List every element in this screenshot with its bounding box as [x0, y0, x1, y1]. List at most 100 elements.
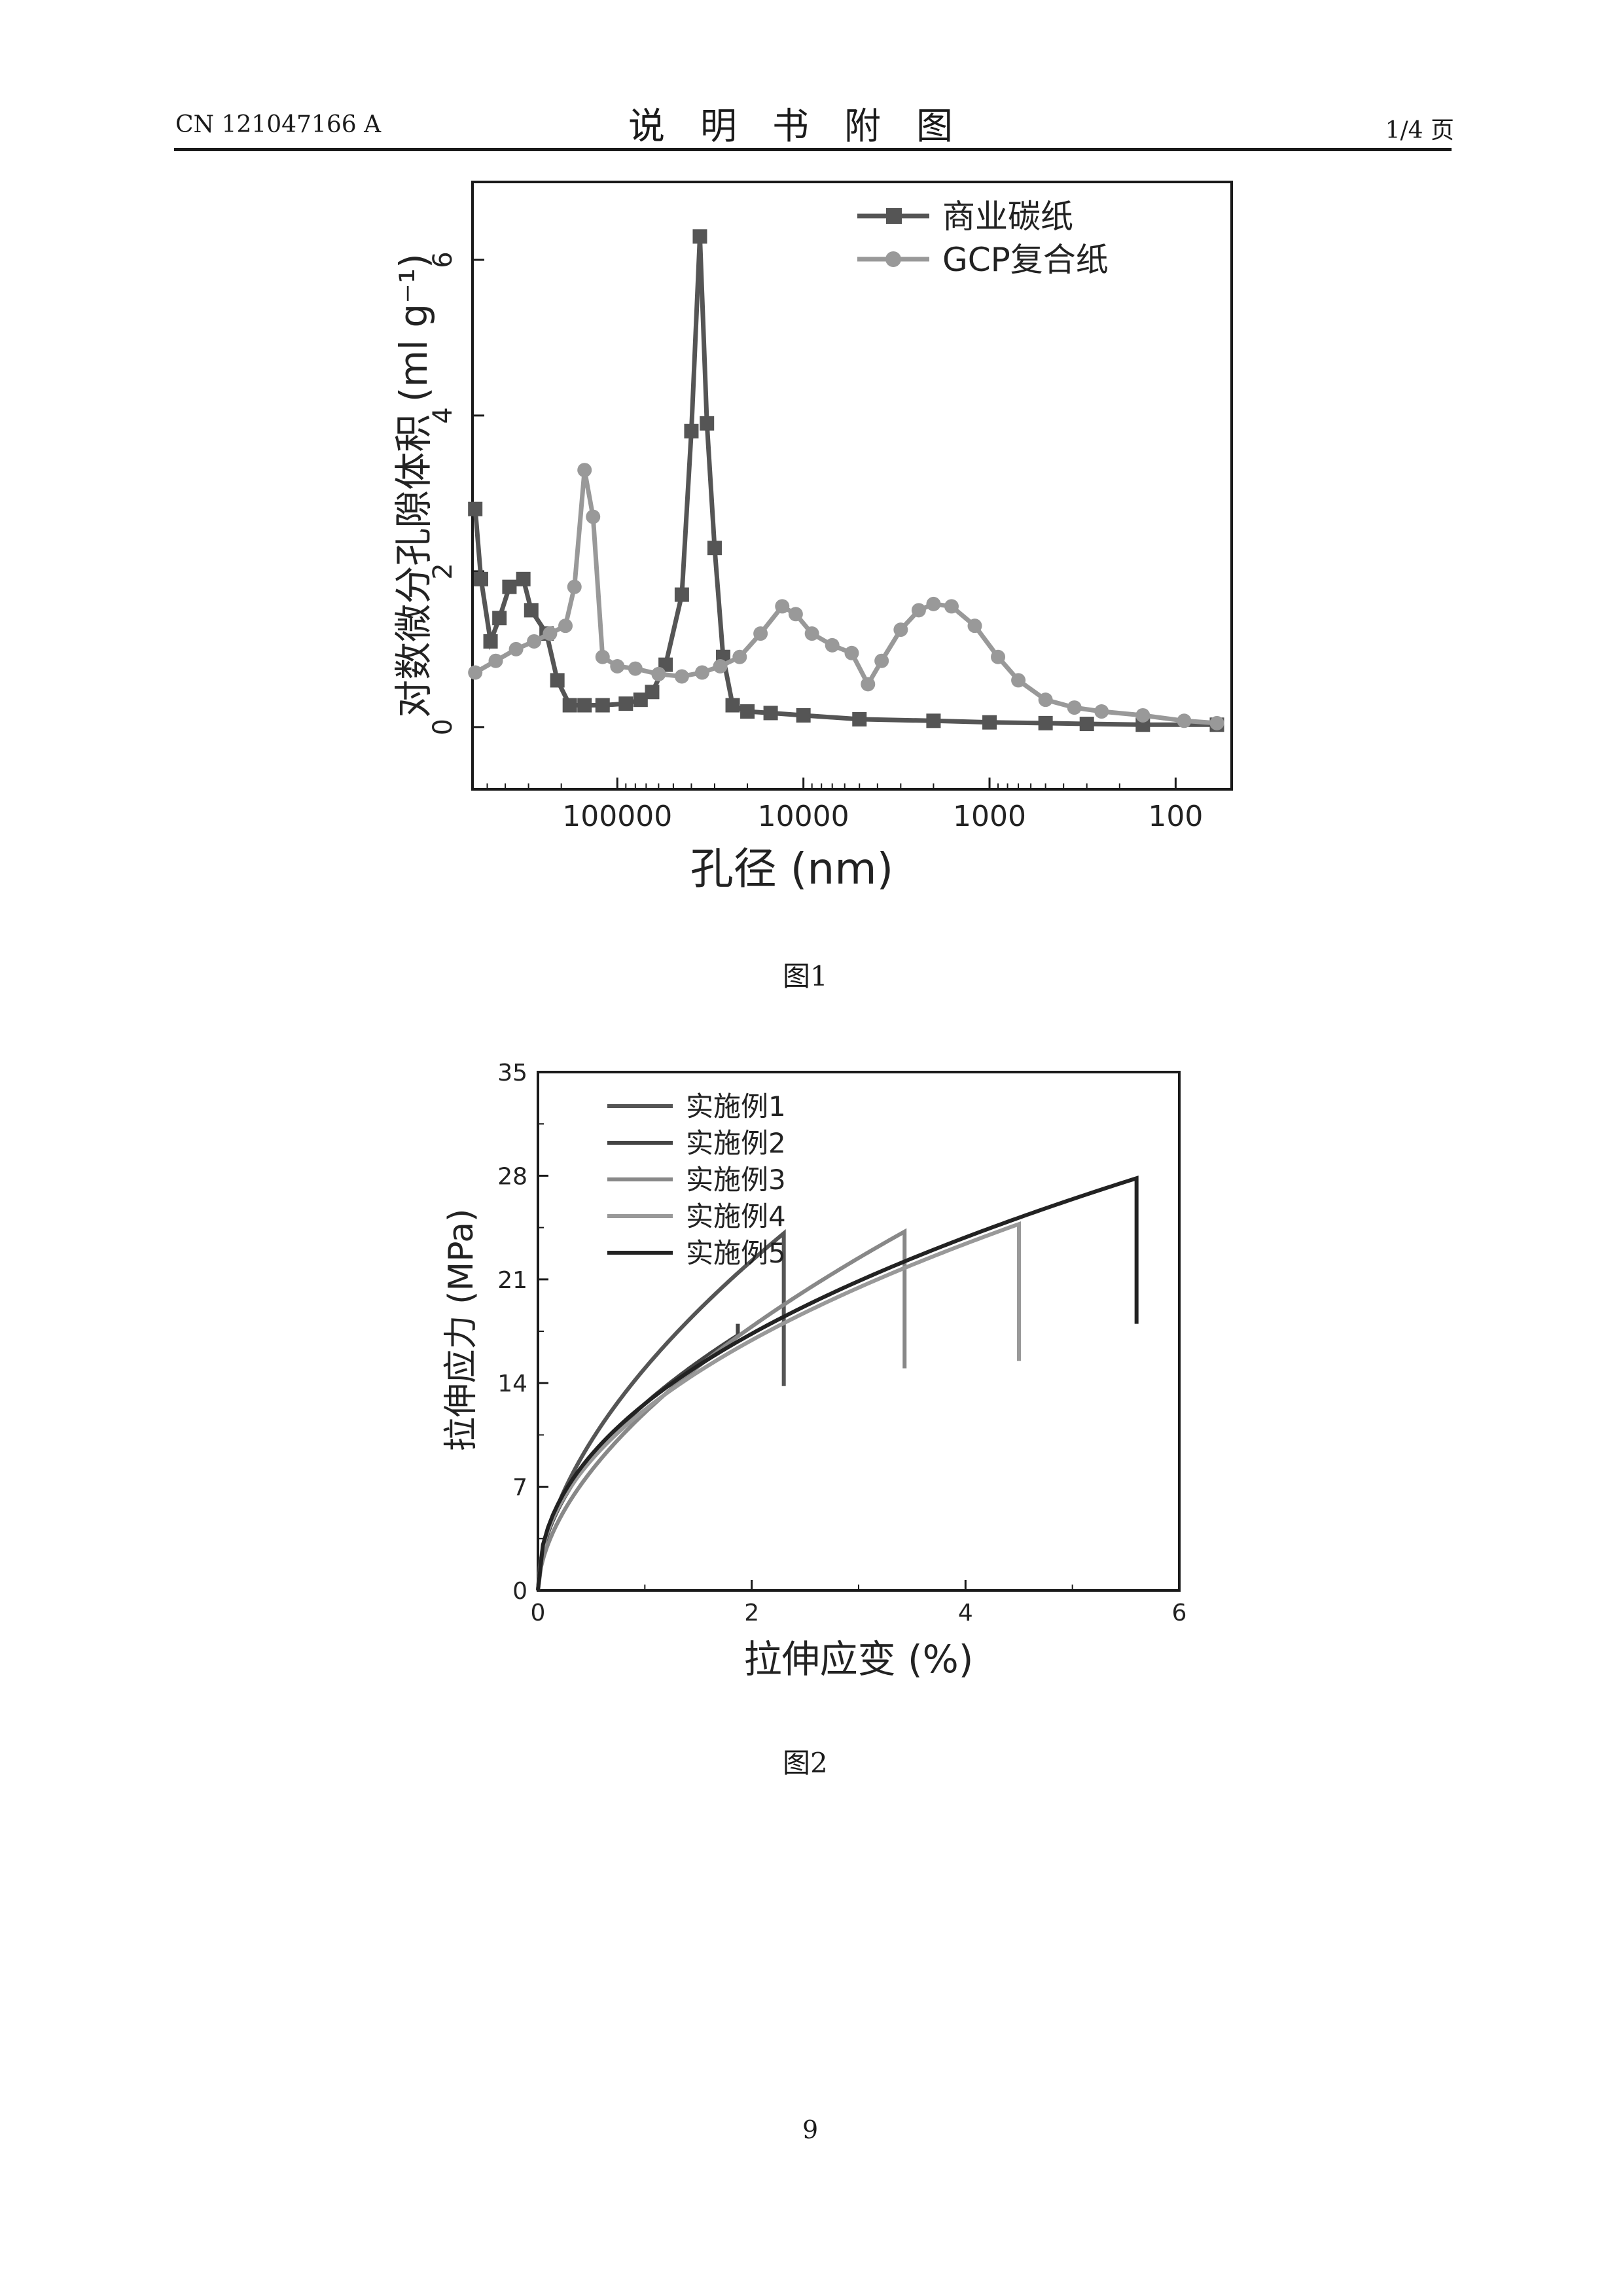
figure-1-data-point: [651, 666, 666, 681]
figure-1-x-tick-label: 10000: [758, 800, 849, 833]
figure-2-series-line: [536, 1229, 786, 1591]
figure-1-data-point: [694, 665, 709, 680]
figure-1-data-point: [732, 649, 747, 664]
figure-1-y-tick-label: 2: [428, 563, 458, 579]
figure-1-data-point: [558, 619, 573, 634]
figure-1-data-point: [474, 571, 489, 586]
figure-2-legend-label: 实施例2: [686, 1127, 786, 1159]
document-number: CN 121047166 A: [175, 111, 382, 138]
figure-1-data-point: [861, 677, 876, 692]
figure-2-x-axis-label: 拉伸应变 (%): [744, 1637, 974, 1681]
figure-1-x-axis-label: 孔径 (nm): [690, 844, 894, 894]
figure-2-series-line: [536, 1221, 1021, 1591]
figure-1-data-point: [1079, 717, 1094, 732]
figure-1-data-point: [488, 653, 503, 668]
figure-1-data-point: [633, 692, 648, 708]
page-label: 1/4 页: [1385, 117, 1454, 144]
figure-1-data-point: [926, 713, 941, 728]
figure-2-legend-label: 实施例3: [686, 1164, 786, 1196]
figure-1-data-point: [804, 626, 819, 641]
figure-1-data-point: [524, 603, 539, 618]
figure-1-data-point: [852, 711, 867, 726]
figure-1-x-tick-label: 1000: [953, 800, 1026, 833]
figure-1-data-point: [874, 653, 889, 668]
figure-1-data-point: [618, 696, 633, 711]
figure-1-data-point: [753, 626, 768, 641]
figure-1-y-axis-label: 对数微分孔隙体积 (ml g⁻¹): [391, 253, 436, 717]
figure-1-data-point: [893, 622, 908, 637]
figure-1-x-tick-label: 100000: [562, 800, 672, 833]
figure-2-x-tick-label: 4: [958, 1600, 973, 1626]
figure-2-y-tick-label: 0: [512, 1578, 527, 1605]
figure-1-data-point: [844, 645, 859, 660]
figure-1-data-point: [674, 587, 689, 602]
figure-1-data-point: [982, 715, 997, 730]
figure-1-x-tick-label: 100: [1148, 800, 1203, 833]
figure-1-data-point: [610, 659, 625, 674]
figure-1-data-point: [550, 673, 565, 688]
figure-1-data-point: [692, 229, 707, 244]
figure-1-data-point: [508, 641, 524, 656]
figure-1-data-point: [725, 698, 740, 713]
figure-1-data-point: [567, 579, 582, 594]
figure-1-caption: 图1: [783, 960, 828, 992]
figure-1-data-point: [967, 619, 982, 634]
figure-1-data-point: [586, 509, 601, 524]
figure-2-legend-label: 实施例5: [686, 1237, 786, 1269]
figure-1-plot-frame: [471, 181, 1233, 791]
figure-1-data-point: [763, 706, 778, 721]
figure-2-x-tick-label: 6: [1172, 1600, 1187, 1626]
figure-2-chart: 拉伸应变 (%) 拉伸应力 (MPa) 0 2 4 6 0 7 14 21 28 35 实施例1 实施…: [442, 1060, 1186, 1681]
figure-1-data-point: [595, 649, 610, 664]
figure-1-legend-label: GCP复合纸: [942, 241, 1109, 279]
figure-1-data-point: [825, 637, 840, 653]
figure-1-data-point: [991, 649, 1006, 664]
figure-1-legend-label: 商业碳纸: [942, 198, 1073, 236]
figure-1-data-point: [562, 698, 577, 713]
figure-1-series-line: [474, 469, 1217, 726]
figure-1-data-point: [577, 698, 592, 713]
figure-2-y-tick-label: 21: [497, 1267, 527, 1294]
figure-2-x-tick-label: 2: [744, 1600, 759, 1626]
figure-2-series-line: [536, 1175, 1139, 1591]
figure-2-y-tick-label: 14: [497, 1371, 527, 1397]
figure-1-y-tick-label: 4: [428, 407, 458, 423]
figure-1-data-point: [502, 579, 517, 594]
figure-1-data-point: [926, 596, 941, 611]
figure-2-y-axis-label: 拉伸应力 (MPa): [442, 1209, 481, 1452]
figure-1-data-point: [713, 659, 728, 674]
page-number: 9: [802, 2115, 819, 2144]
figure-1-data-point: [468, 665, 483, 680]
figure-1-legend-marker: [885, 251, 901, 267]
figure-1-data-point: [595, 698, 610, 713]
figure-1-data-point: [944, 599, 959, 614]
figure-1-data-point: [492, 611, 507, 626]
figure-2-x-tick-label: 0: [531, 1600, 546, 1626]
figure-2-y-tick-label: 35: [497, 1060, 527, 1086]
figure-1-data-point: [628, 661, 643, 676]
figure-1-data-point: [468, 501, 483, 516]
figure-1-data-point: [775, 599, 790, 614]
figure-1-data-point: [645, 685, 660, 700]
figure-1-data-point: [1067, 700, 1082, 715]
figure-1-data-point: [1038, 715, 1053, 730]
figure-1-data-point: [527, 634, 542, 649]
figure-1-data-point: [1177, 713, 1192, 728]
figure-1-data-point: [1094, 704, 1109, 719]
figure-1-y-tick-label: 0: [428, 719, 458, 735]
figure-1-data-point: [700, 416, 715, 431]
page-title: 说明书附图: [628, 105, 988, 148]
figure-1-data-point: [740, 704, 755, 719]
figure-1-data-point: [577, 463, 592, 478]
figure-1-data-point: [543, 626, 558, 641]
figure-1-data-point: [788, 607, 803, 622]
figure-2-caption: 图2: [783, 1747, 828, 1779]
figure-1-data-point: [1038, 692, 1053, 708]
figure-1-data-point: [796, 708, 811, 723]
figure-1-data-point: [1135, 708, 1150, 723]
figure-2-y-tick-label: 7: [512, 1475, 527, 1501]
figure-1-data-point: [483, 634, 498, 649]
figure-1-y-tick-label: 6: [428, 251, 458, 268]
figure-2-series-line: [536, 1228, 907, 1591]
